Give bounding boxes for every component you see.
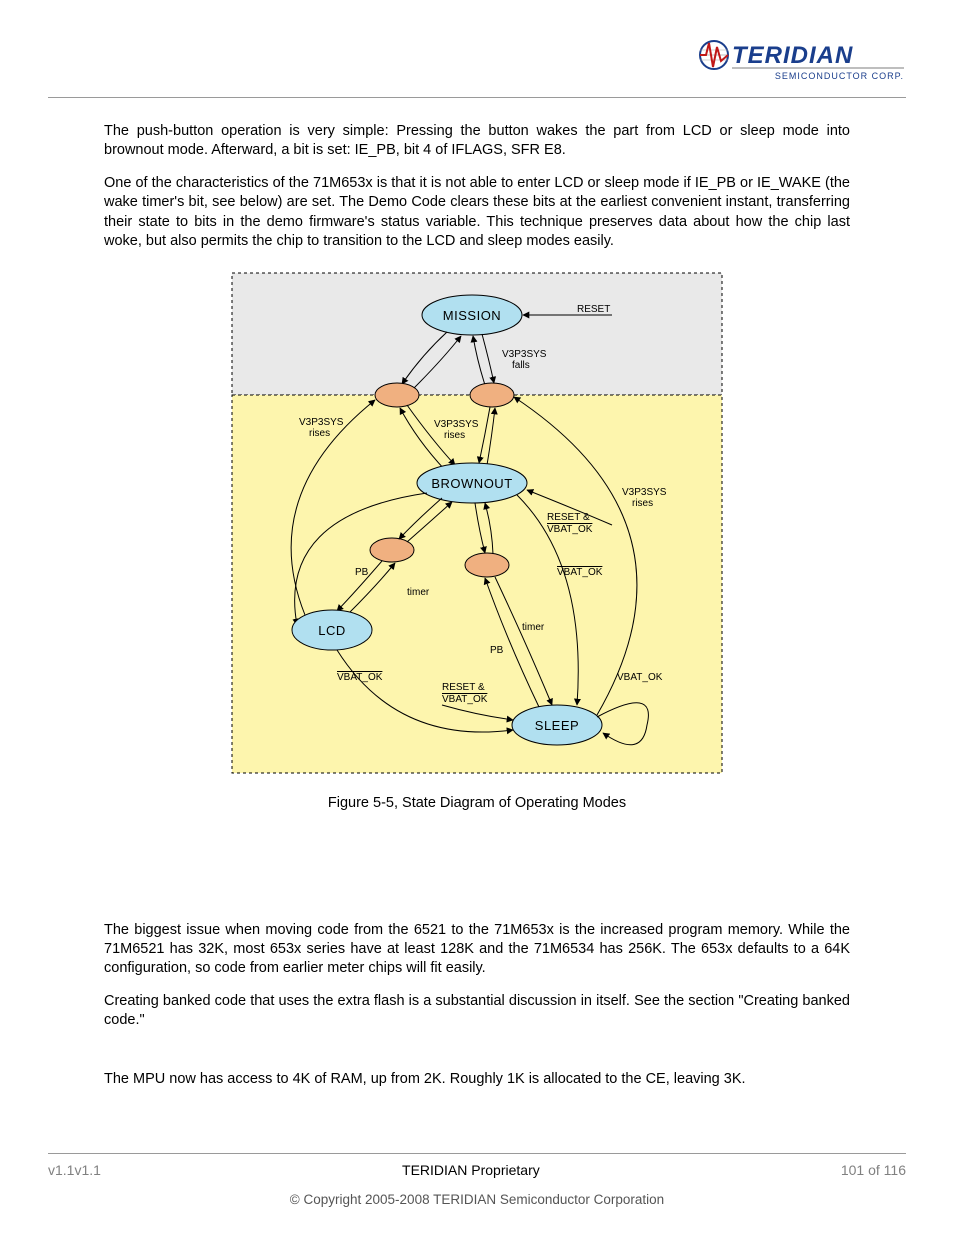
edge-pb1: PB [355, 567, 369, 578]
page-header: TERIDIAN SEMICONDUCTOR CORP. [48, 30, 906, 85]
edge-rstvb1b: VBAT_OK [547, 524, 593, 535]
edge-v3-falls-1: V3P3SYS [502, 349, 547, 360]
state-diagram: RESET MISSION V3P3SYS falls V3P3SYS rise… [217, 265, 737, 785]
node-mission-label: MISSION [443, 308, 501, 323]
edge-v3r-a: V3P3SYS [622, 487, 667, 498]
figure-wrap: RESET MISSION V3P3SYS falls V3P3SYS rise… [104, 265, 850, 785]
edge-v3l-b: rises [309, 428, 330, 439]
paragraph-3: The biggest issue when moving code from … [104, 921, 850, 978]
edge-vbatok-self: VBAT_OK [617, 672, 663, 683]
edge-v3r-b: rises [632, 498, 653, 509]
paragraph-1: The push-button operation is very simple… [104, 122, 850, 160]
edge-reset: RESET [577, 304, 610, 315]
footer-left: v1.1v1.1 [48, 1162, 101, 1178]
page-footer: v1.1v1.1 TERIDIAN Proprietary 101 of 116… [48, 1153, 906, 1207]
paragraph-4: Creating banked code that uses the extra… [104, 992, 850, 1030]
node-lcd-label: LCD [318, 623, 346, 638]
edge-rstvb2a: RESET & [442, 682, 485, 693]
footer-center: TERIDIAN Proprietary [402, 1162, 540, 1178]
teridian-logo: TERIDIAN SEMICONDUCTOR CORP. [696, 33, 906, 83]
small-node-1 [375, 383, 419, 407]
logo-title: TERIDIAN [732, 42, 853, 69]
edge-vbatok-r: VBAT_OK [557, 567, 603, 578]
page-content: The push-button operation is very simple… [48, 122, 906, 1090]
small-node-4 [465, 553, 509, 577]
paragraph-5: The MPU now has access to 4K of RAM, up … [104, 1070, 850, 1089]
node-brownout-label: BROWNOUT [431, 476, 512, 491]
edge-vbatok-l: VBAT_OK [337, 672, 383, 683]
edge-v3-falls-2: falls [512, 360, 530, 371]
small-node-2 [470, 383, 514, 407]
edge-timer2: timer [522, 622, 545, 633]
node-sleep-label: SLEEP [535, 718, 579, 733]
edge-v3m-a: V3P3SYS [434, 419, 479, 430]
document-page: TERIDIAN SEMICONDUCTOR CORP. The push-bu… [0, 0, 954, 1235]
edge-rstvb2b: VBAT_OK [442, 694, 488, 705]
edge-pb2: PB [490, 645, 504, 656]
header-rule [48, 97, 906, 98]
edge-v3m-b: rises [444, 430, 465, 441]
footer-right: 101 of 116 [841, 1162, 906, 1178]
edge-rstvb1a: RESET & [547, 512, 590, 523]
footer-copyright: © Copyright 2005-2008 TERIDIAN Semicondu… [48, 1192, 906, 1207]
edge-timer1: timer [407, 587, 430, 598]
paragraph-2: One of the characteristics of the 71M653… [104, 174, 850, 251]
logo-sub: SEMICONDUCTOR CORP. [775, 71, 904, 81]
figure-caption: Figure 5-5, State Diagram of Operating M… [104, 795, 850, 811]
edge-v3l-a: V3P3SYS [299, 417, 344, 428]
